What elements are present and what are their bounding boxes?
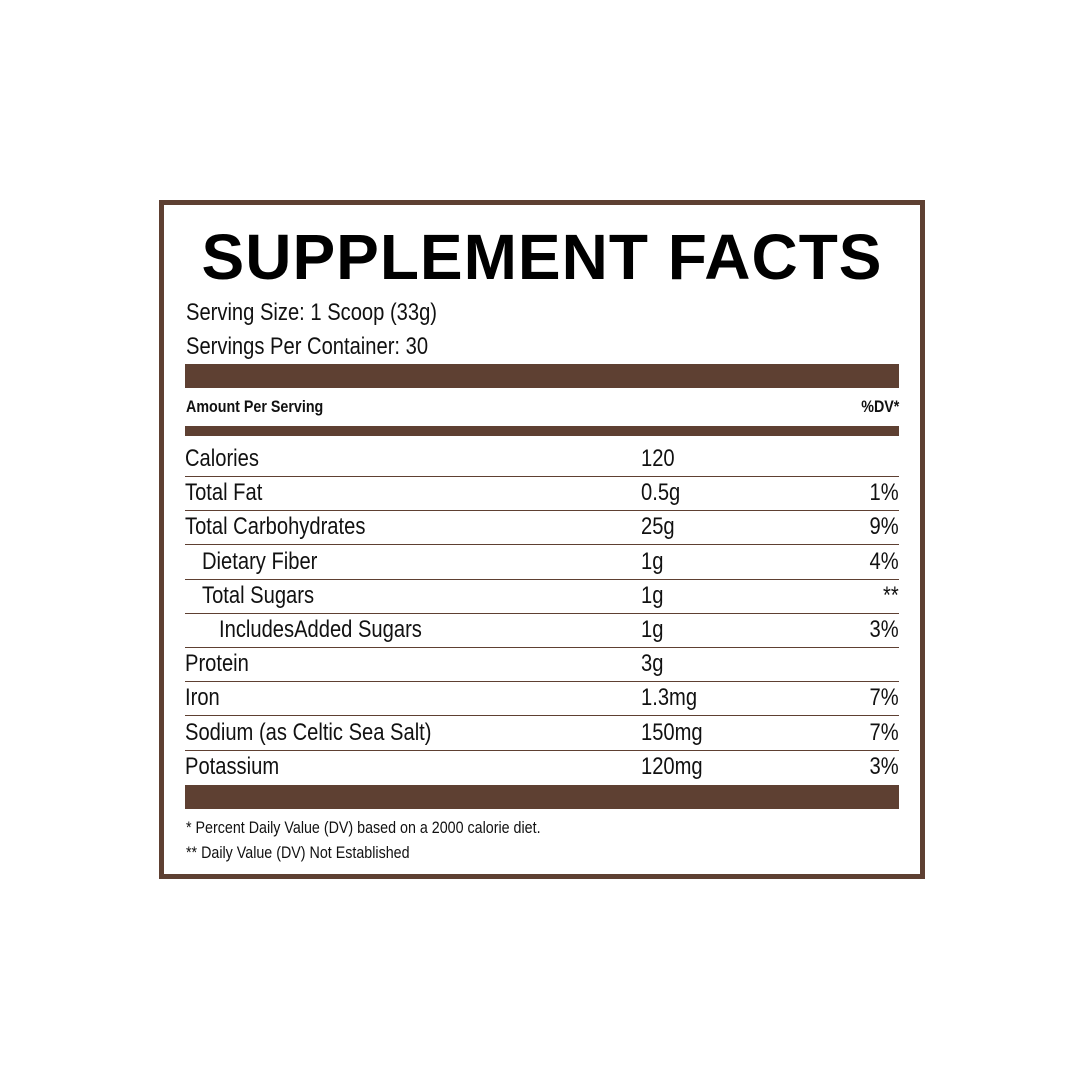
nutrient-amount: 1.3mg [641,684,698,712]
table-row: IncludesAdded Sugars 1g 3% [185,613,899,648]
table-row: Protein 3g [185,647,899,683]
table-row: Calories 120 [185,442,899,477]
nutrient-amount: 3g [641,650,664,678]
nutrient-amount: 120mg [641,752,703,780]
nutrient-name: Dietary Fiber [202,547,318,575]
nutrient-amount: 1g [641,616,664,643]
table-row: Total Carbohydrates 25g 9% [185,510,899,546]
dv-label: %DV* [860,397,899,416]
nutrient-name: Total Carbohydrates [185,513,366,541]
nutrient-name: Potassium [185,752,280,780]
nutrient-name: Total Sugars [202,581,315,609]
divider-bar-bottom [185,785,899,809]
nutrient-name: Sodium (as Celtic Sea Salt) [185,718,432,746]
nutrient-name: IncludesAdded Sugars [219,616,422,643]
nutrient-dv: 7% [869,684,899,712]
nutrient-dv: 7% [869,718,899,746]
nutrient-amount: 1g [641,581,664,609]
nutrient-dv: 9% [869,513,899,541]
amount-per-serving-label: Amount Per Serving [186,397,324,416]
nutrient-amount: 1g [641,547,664,575]
nutrient-dv: 3% [869,752,899,780]
footnote: * Percent Daily Value (DV) based on a 20… [186,818,541,837]
table-row: Potassium 120mg 3% [185,750,899,784]
supplement-facts-panel: SUPPLEMENT FACTS Serving Size: 1 Scoop (… [159,200,925,879]
nutrient-dv: 3% [869,616,899,643]
nutrient-amount: 120 [641,445,675,472]
nutrient-dv: 4% [869,547,899,575]
table-row: Iron 1.3mg 7% [185,681,899,717]
nutrient-name: Protein [185,650,249,678]
nutrient-dv: ** [883,581,899,609]
divider-bar-top [185,364,899,388]
nutrient-name: Total Fat [185,479,263,507]
nutrient-name: Iron [185,684,220,712]
table-row: Total Sugars 1g ** [185,579,899,614]
nutrient-amount: 0.5g [641,479,681,507]
table-row: Dietary Fiber 1g 4% [185,545,899,580]
nutrient-amount: 150mg [641,718,703,746]
title: SUPPLEMENT FACTS [201,221,883,293]
nutrient-name: Calories [185,445,259,472]
serving-size: Serving Size: 1 Scoop (33g) [186,299,438,326]
nutrient-amount: 25g [641,513,675,541]
nutrient-dv: 1% [869,479,899,507]
servings-per-container: Servings Per Container: 30 [186,333,429,360]
table-row: Total Fat 0.5g 1% [185,476,899,512]
divider-bar-header [185,426,899,436]
footnote: ** Daily Value (DV) Not Established [186,843,410,862]
table-row: Sodium (as Celtic Sea Salt) 150mg 7% [185,716,899,751]
